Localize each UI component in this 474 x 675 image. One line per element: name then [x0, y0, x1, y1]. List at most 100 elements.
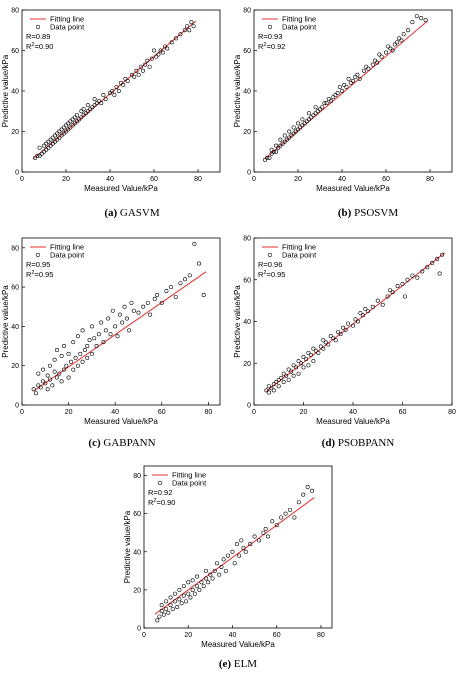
data-point: [113, 324, 118, 329]
x-tick-label: 0: [252, 409, 256, 416]
data-point: [311, 359, 316, 364]
y-tick-label: 20: [133, 587, 141, 594]
data-point: [343, 327, 348, 332]
data-point: [262, 157, 267, 162]
data-point: [72, 115, 77, 120]
data-point: [46, 139, 51, 144]
data-point: [40, 367, 45, 372]
data-point: [287, 507, 292, 512]
data-point: [296, 359, 301, 364]
data-point: [191, 24, 196, 29]
data-point: [145, 300, 150, 305]
data-point: [154, 54, 159, 59]
data-point: [206, 580, 211, 585]
data-point: [321, 346, 326, 351]
data-point: [410, 273, 415, 278]
data-point: [375, 298, 380, 303]
data-point: [57, 135, 62, 140]
plot-frame: [253, 9, 453, 173]
x-tick-label: 20: [300, 409, 308, 416]
data-point: [101, 340, 106, 345]
data-point: [197, 261, 202, 266]
data-point: [305, 484, 310, 489]
data-point: [103, 328, 108, 333]
y-axis-label: Predictive value/kPa: [233, 285, 242, 358]
data-point: [350, 323, 355, 328]
data-point: [66, 351, 71, 356]
data-point: [286, 367, 291, 372]
data-point: [155, 618, 160, 623]
data-point: [306, 117, 311, 122]
data-point: [192, 591, 197, 596]
data-point: [303, 357, 308, 362]
data-point: [131, 308, 136, 313]
data-point: [115, 334, 120, 339]
data-point: [44, 147, 49, 152]
data-point: [46, 145, 51, 150]
data-point: [72, 121, 77, 126]
data-point: [239, 538, 244, 543]
x-axis-label: Measured Value/kPa: [201, 640, 275, 649]
data-point: [195, 574, 200, 579]
data-point: [182, 28, 187, 33]
data-point: [358, 311, 363, 316]
y-tick-label: 80: [11, 245, 19, 252]
data-point: [338, 332, 343, 337]
x-tick-label: 60: [399, 409, 407, 416]
data-point: [313, 348, 318, 353]
data-point: [395, 284, 400, 289]
data-point: [73, 355, 78, 360]
data-point: [178, 281, 183, 286]
data-point: [270, 519, 275, 524]
data-point: [306, 350, 311, 355]
data-point: [71, 367, 76, 372]
y-tick-label: 0: [15, 170, 19, 177]
data-point: [380, 302, 385, 307]
data-point: [313, 111, 318, 116]
data-point: [39, 151, 44, 156]
data-point: [328, 99, 333, 104]
data-point: [186, 580, 191, 585]
data-point: [123, 76, 128, 81]
y-tick-label: 60: [11, 285, 19, 292]
data-point: [152, 48, 157, 53]
data-point: [291, 131, 296, 136]
data-point: [172, 599, 177, 604]
data-point: [237, 553, 242, 558]
data-point: [99, 101, 104, 106]
data-point: [68, 125, 73, 130]
data-point: [326, 97, 331, 102]
data-point: [161, 612, 166, 617]
data-point: [311, 113, 316, 118]
data-point: [217, 572, 222, 577]
data-point: [346, 321, 351, 326]
data-point: [119, 80, 124, 85]
y-tick-label: 0: [15, 403, 19, 410]
data-point: [232, 561, 237, 566]
data-point: [181, 593, 186, 598]
legend-label-fitting-line: Fitting line: [282, 15, 316, 24]
data-point: [31, 387, 36, 392]
data-point: [75, 334, 80, 339]
data-point: [33, 155, 38, 160]
data-point: [36, 383, 41, 388]
data-point: [68, 359, 73, 364]
data-point: [120, 320, 125, 325]
data-point: [284, 373, 289, 378]
y-axis-label: Predictive value/kPa: [1, 54, 10, 127]
data-point: [336, 329, 341, 334]
data-point: [70, 123, 75, 128]
data-point: [189, 20, 194, 25]
data-point: [276, 377, 281, 382]
data-point: [80, 328, 85, 333]
data-point: [37, 153, 42, 158]
x-tick-label: 80: [448, 409, 456, 416]
y-tick-label: 60: [133, 511, 141, 518]
data-point: [437, 271, 442, 276]
panel-caption: (d) PSOBPANN: [322, 437, 395, 449]
data-point: [59, 133, 64, 138]
data-point: [366, 66, 371, 71]
data-point: [164, 289, 169, 294]
data-point: [78, 351, 83, 356]
